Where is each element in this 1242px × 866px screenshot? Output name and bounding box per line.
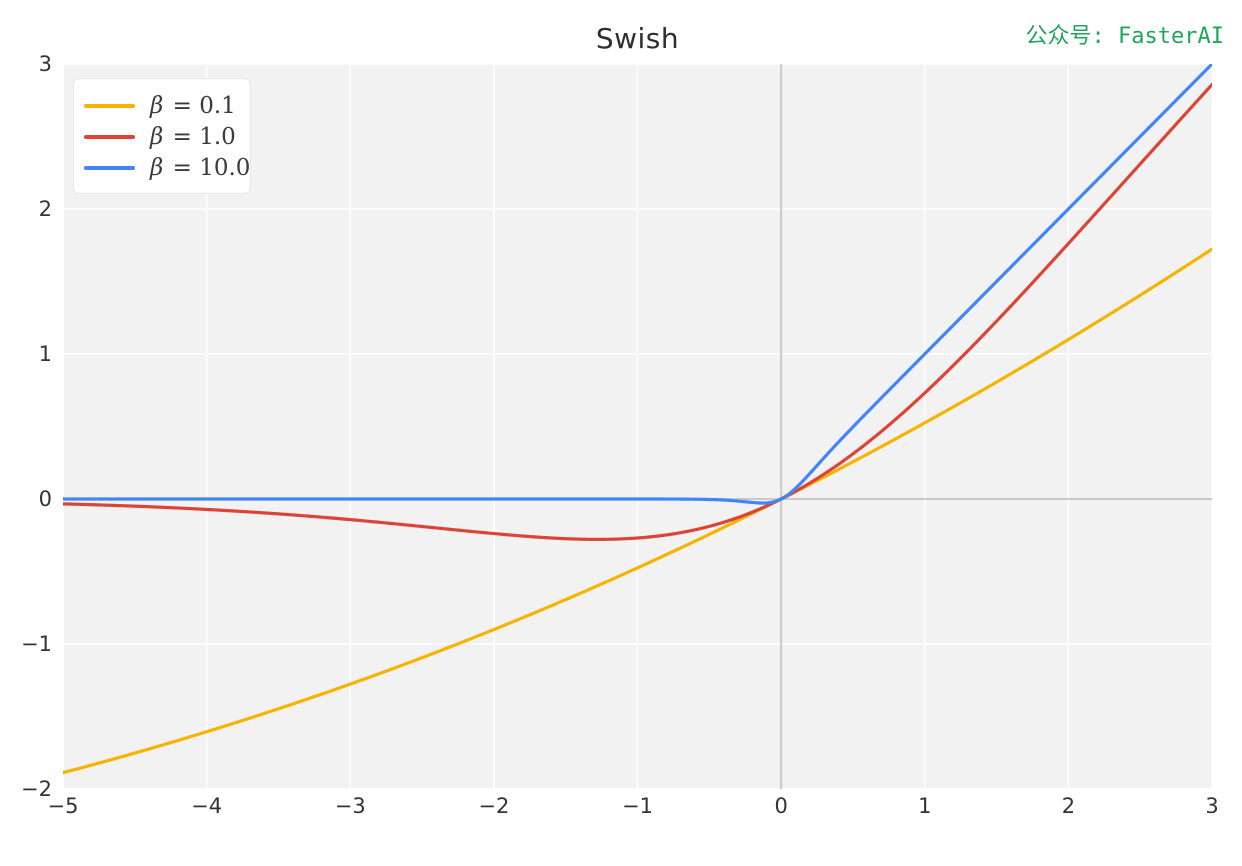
chart-title: Swish [595, 22, 680, 55]
watermark-text: 公众号: FasterAI [1025, 24, 1224, 49]
legend-swatch [84, 135, 135, 139]
legend-label: β = 0.1 [150, 93, 236, 119]
y-tick-label: 1 [39, 342, 52, 366]
x-tick-label: 0 [774, 794, 787, 818]
curve-series-1 [63, 83, 1212, 541]
x-tick-label: −5 [48, 794, 79, 818]
legend-row: β = 1.0 [84, 122, 236, 152]
x-tick-label: −2 [478, 794, 509, 818]
x-tick-label: 3 [1205, 794, 1218, 818]
legend-swatch [84, 104, 135, 108]
x-tick-label: −3 [335, 794, 366, 818]
legend-swatch [84, 166, 135, 170]
legend-label: β = 1.0 [150, 124, 236, 150]
y-tick-label: 3 [39, 52, 52, 76]
y-tick-label: −2 [21, 777, 52, 801]
legend-row: β = 0.1 [84, 91, 236, 121]
curve-series-0 [63, 247, 1212, 775]
legend-box: β = 0.1 β = 1.0 β = 10.0 [73, 78, 251, 194]
x-tick-label: −1 [622, 794, 653, 818]
x-tick-label: 1 [918, 794, 931, 818]
x-tick-label: 2 [1062, 794, 1075, 818]
y-tick-label: 0 [39, 487, 52, 511]
y-tick-label: −1 [21, 632, 52, 656]
curves-group [63, 64, 1212, 775]
y-tick-label: 2 [39, 197, 52, 221]
legend-label: β = 10.0 [150, 155, 251, 181]
curve-series-2 [63, 64, 1212, 505]
legend-row: β = 10.0 [84, 153, 250, 183]
x-tick-label: −4 [191, 794, 222, 818]
